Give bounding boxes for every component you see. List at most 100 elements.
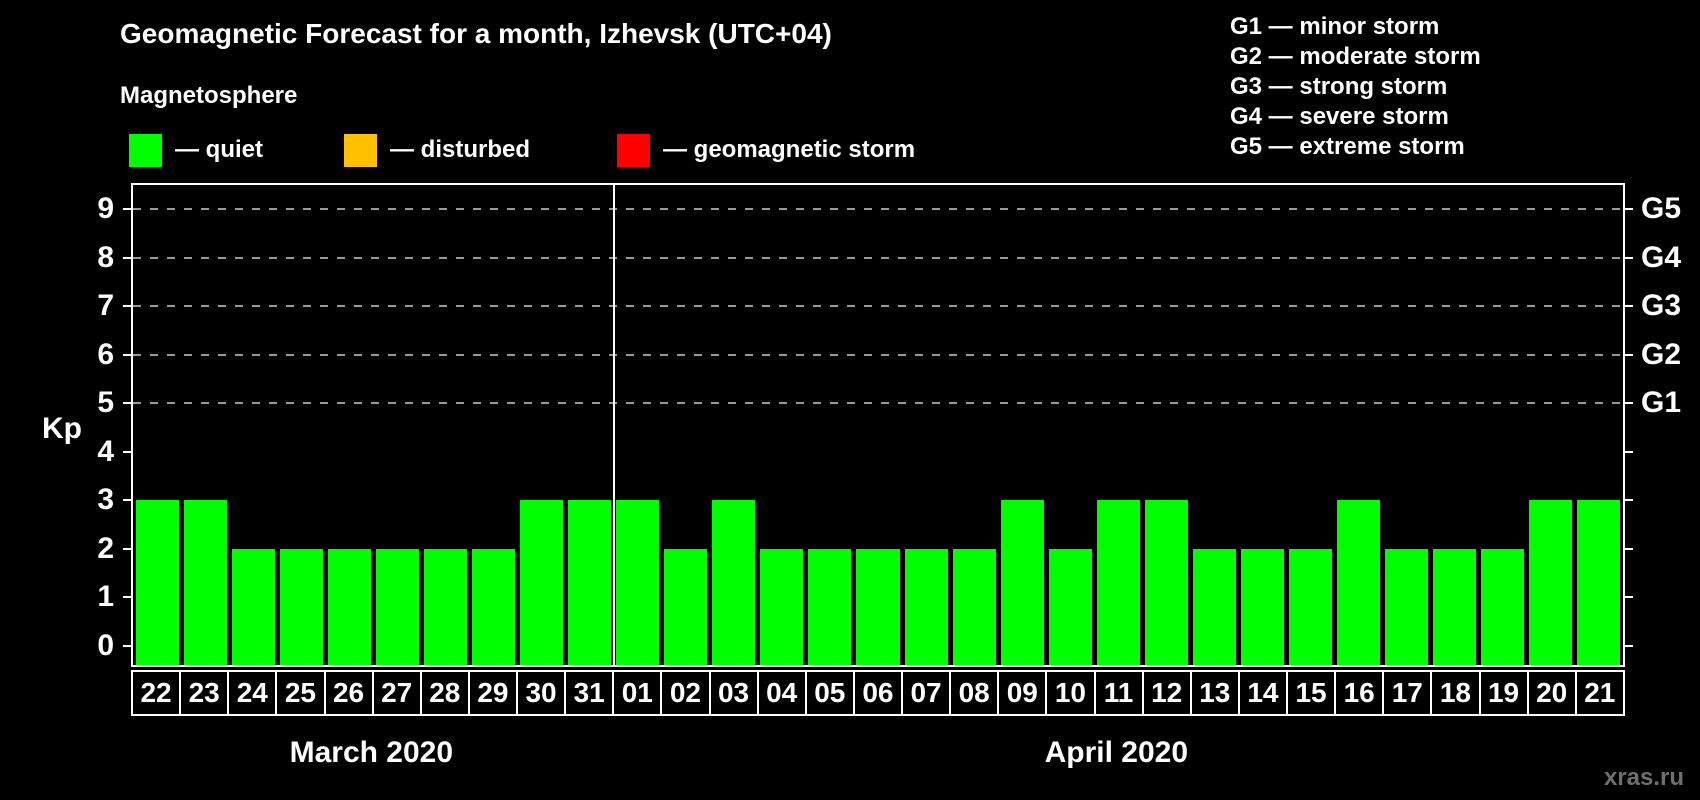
date-cell-16: 16	[1334, 670, 1385, 716]
date-cell-26: 26	[323, 670, 374, 716]
date-cell-20: 20	[1526, 670, 1577, 716]
ytick-label-3: 3	[97, 483, 114, 517]
date-cell-06: 06	[852, 670, 903, 716]
kp-bar-09	[1000, 500, 1044, 665]
ytick-right-4	[1625, 450, 1633, 453]
kp-bar-14	[1240, 548, 1285, 665]
kp-bar-28	[423, 548, 467, 665]
gridline-kp5	[133, 402, 1623, 405]
kp-bar-07	[904, 548, 948, 665]
storm-scale-line-1: G1 — minor storm	[1230, 13, 1440, 40]
date-cell-12: 12	[1141, 670, 1192, 716]
date-cell-14: 14	[1237, 670, 1288, 716]
date-cell-13: 13	[1189, 670, 1240, 716]
ytick-left-0	[123, 644, 131, 647]
kp-bar-17	[1385, 548, 1429, 665]
month-divider	[612, 185, 615, 665]
date-cell-24: 24	[227, 670, 278, 716]
kp-bar-16	[1337, 500, 1381, 665]
kp-bar-18	[1433, 548, 1477, 665]
ytick-left-3	[123, 499, 131, 502]
ytick-right-6	[1625, 353, 1633, 356]
kp-bar-30	[520, 500, 564, 665]
ytick-label-4: 4	[97, 434, 114, 468]
month-label-2: April 2020	[1044, 736, 1189, 769]
watermark: xras.ru	[1603, 764, 1684, 791]
date-cell-31: 31	[564, 670, 615, 716]
plot-area	[131, 183, 1625, 667]
ytick-left-4	[123, 450, 131, 453]
date-cell-08: 08	[949, 670, 1000, 716]
kp-bar-27	[375, 548, 419, 665]
kp-bar-04	[760, 548, 804, 665]
y-axis-title: Kp	[42, 412, 82, 445]
legend-item-geomagnetic-storm: — geomagnetic storm	[617, 133, 915, 167]
kp-bar-19	[1481, 548, 1525, 665]
right-label-G2: G2	[1641, 337, 1682, 371]
kp-bar-11	[1096, 500, 1140, 665]
date-cell-18: 18	[1430, 670, 1481, 716]
ytick-right-8	[1625, 256, 1633, 259]
storm-scale-line-5: G5 — extreme storm	[1230, 133, 1465, 160]
gridline-kp7	[133, 305, 1623, 308]
legend-label-disturbed: — disturbed	[390, 136, 531, 163]
kp-bar-12	[1144, 500, 1188, 665]
right-label-G5: G5	[1641, 192, 1682, 226]
kp-bar-01	[616, 500, 660, 665]
ytick-label-1: 1	[97, 580, 114, 614]
date-cell-10: 10	[1045, 670, 1096, 716]
kp-bar-03	[712, 500, 756, 665]
date-cell-30: 30	[516, 670, 567, 716]
kp-bar-10	[1048, 548, 1092, 665]
ytick-label-8: 8	[97, 240, 114, 274]
kp-bar-25	[279, 548, 323, 665]
date-cell-17: 17	[1382, 670, 1433, 716]
legend-item-disturbed: — disturbed	[344, 133, 530, 167]
date-cell-25: 25	[275, 670, 326, 716]
gridline-kp8	[133, 256, 1623, 259]
date-cell-11: 11	[1093, 670, 1144, 716]
ytick-right-5	[1625, 402, 1633, 405]
right-label-G4: G4	[1641, 240, 1682, 274]
kp-bar-15	[1289, 548, 1333, 665]
ytick-label-0: 0	[97, 628, 114, 662]
ytick-left-7	[123, 305, 131, 308]
date-cell-09: 09	[997, 670, 1048, 716]
kp-bar-23	[183, 500, 227, 665]
legend-label-geomagnetic-storm: — geomagnetic storm	[663, 136, 916, 163]
ytick-right-1	[1625, 596, 1633, 599]
ytick-label-6: 6	[97, 337, 114, 371]
ytick-right-9	[1625, 208, 1633, 211]
kp-bar-21	[1577, 500, 1621, 665]
kp-bar-20	[1529, 500, 1573, 665]
kp-bar-24	[231, 548, 275, 665]
kp-bar-13	[1192, 548, 1236, 665]
legend-item-quiet: — quiet	[129, 133, 263, 167]
date-cell-21: 21	[1574, 670, 1625, 716]
kp-bar-05	[808, 548, 852, 665]
date-cell-02: 02	[660, 670, 711, 716]
ytick-right-2	[1625, 547, 1633, 550]
date-cell-07: 07	[901, 670, 952, 716]
ytick-left-2	[123, 547, 131, 550]
storm-scale-line-4: G4 — severe storm	[1230, 103, 1449, 130]
geomagnetic-storm-swatch	[617, 133, 650, 167]
kp-bar-29	[471, 548, 515, 665]
ytick-label-9: 9	[97, 192, 114, 226]
storm-scale-line-3: G3 — strong storm	[1230, 73, 1448, 100]
date-cell-01: 01	[612, 670, 663, 716]
disturbed-swatch	[344, 133, 377, 167]
date-cell-27: 27	[371, 670, 422, 716]
date-cell-22: 22	[131, 670, 182, 716]
ytick-label-5: 5	[97, 386, 114, 420]
ytick-label-2: 2	[97, 531, 114, 565]
kp-bar-02	[664, 548, 708, 665]
gridline-kp6	[133, 353, 1623, 356]
date-cell-29: 29	[467, 670, 518, 716]
storm-scale-line-2: G2 — moderate storm	[1230, 43, 1481, 70]
kp-bar-06	[856, 548, 900, 665]
date-cell-28: 28	[419, 670, 470, 716]
date-cell-03: 03	[708, 670, 759, 716]
chart-title: Geomagnetic Forecast for a month, Izhevs…	[120, 18, 832, 49]
